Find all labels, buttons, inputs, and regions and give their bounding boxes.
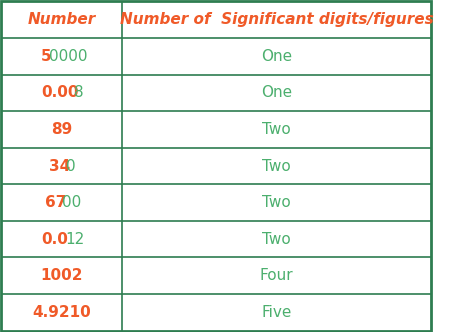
- Text: Four: Four: [260, 268, 293, 283]
- Text: 0.0: 0.0: [41, 232, 68, 247]
- Text: 4.9210: 4.9210: [32, 305, 91, 320]
- Text: Two: Two: [262, 158, 291, 174]
- Text: 12: 12: [65, 232, 85, 247]
- Text: 89: 89: [51, 122, 72, 137]
- Text: Five: Five: [261, 305, 292, 320]
- Text: Two: Two: [262, 232, 291, 247]
- Text: Two: Two: [262, 122, 291, 137]
- Text: 0: 0: [65, 158, 75, 174]
- Text: 1002: 1002: [40, 268, 83, 283]
- Text: 5: 5: [41, 49, 52, 64]
- Text: 00: 00: [62, 195, 81, 210]
- Text: 34: 34: [49, 158, 71, 174]
- Text: One: One: [261, 85, 292, 100]
- Text: 8: 8: [74, 85, 83, 100]
- Text: 0000: 0000: [49, 49, 88, 64]
- Text: 67: 67: [45, 195, 67, 210]
- Text: Number of  Significant digits/figures: Number of Significant digits/figures: [120, 12, 433, 27]
- Text: Two: Two: [262, 195, 291, 210]
- Text: One: One: [261, 49, 292, 64]
- Text: Number: Number: [28, 12, 96, 27]
- Text: 0.00: 0.00: [41, 85, 79, 100]
